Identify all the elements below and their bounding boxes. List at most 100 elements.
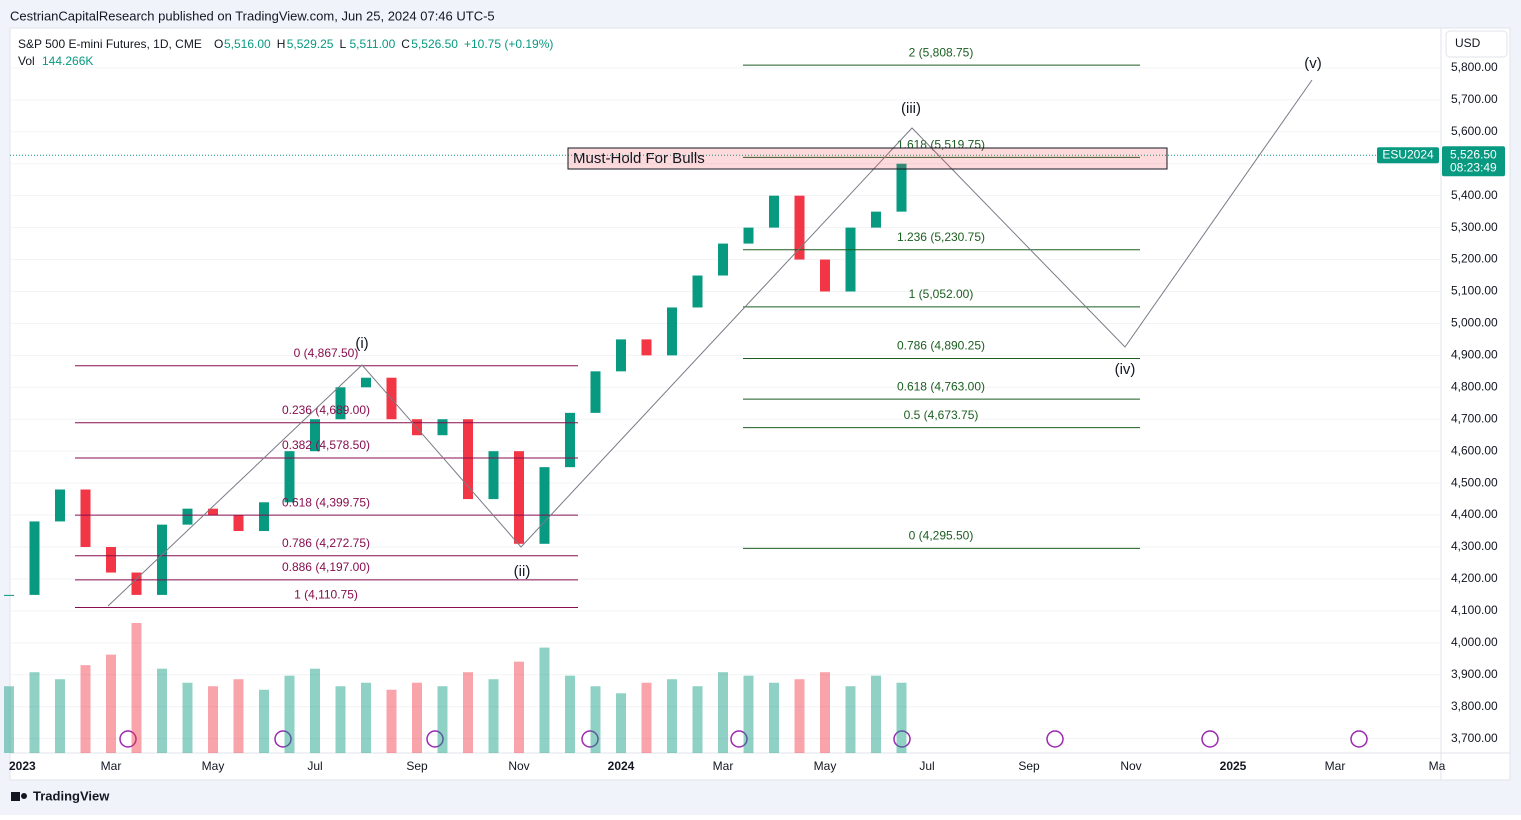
y-tick-label: 4,200.00 [1451,571,1498,585]
ohlc-value: 5,516.00 [224,37,271,51]
candle-body [29,521,40,595]
fib-label: 1.236 (5,230.75) [897,230,985,244]
volume-bar [488,679,499,753]
currency-box[interactable] [1445,30,1508,58]
volume-bar [131,623,142,753]
event-icon [274,730,292,748]
volume-bar [463,672,473,753]
candle-body [55,489,65,522]
ohlc-key: L [339,37,346,51]
fib-label: 1 (5,052.00) [909,287,974,301]
candle-body [845,227,856,292]
fib-label: 2 (5,808.75) [909,45,974,59]
fib-label: 0.618 (4,763.00) [897,379,985,393]
volume-bar [361,682,371,753]
y-tick-label: 5,300.00 [1451,220,1498,234]
y-tick-label: 4,800.00 [1451,379,1498,393]
volume-bar [437,686,448,753]
fib-label: 0 (4,867.50) [294,346,359,360]
volume-bar [514,661,524,753]
currency[interactable]: USD [1455,36,1481,50]
vol-value: 144.266K [42,54,93,68]
candle-body [565,412,575,468]
x-tick-label: Jul [919,759,934,773]
candle-body [463,419,473,500]
fib-label: 0.382 (4,578.50) [282,438,370,452]
y-tick-label: 4,400.00 [1451,507,1498,521]
plot: 3,700.00 3,800.00 3,900.00 4,000.00 4,100.00… [4,45,1505,773]
volume-bar [335,686,346,753]
x-tick-label: Mar [101,759,122,773]
ohlc-value: 5,529.25 [287,37,334,51]
event-icon [581,730,599,748]
y-tick-label: 3,800.00 [1451,699,1498,713]
volume-bar [259,689,269,753]
volume-bar [208,686,218,753]
fib-label: 0.786 (4,272.75) [282,536,370,550]
x-tick-label: 2023 [9,759,36,773]
x-tick-label: Mar [713,759,734,773]
y-tick-label: 4,300.00 [1451,539,1498,553]
volume-bar [157,668,167,753]
fib-label: 0 (4,295.50) [909,529,974,543]
wave-label: (iv) [1115,361,1136,378]
volume-bar [55,679,65,753]
volume-bar [4,686,14,753]
volume-bar [794,679,805,753]
x-tick-label: Nov [508,759,529,773]
y-tick-label: 5,700.00 [1451,92,1498,106]
volume-bar [743,675,754,753]
ohlc-value: 5,511.00 [349,37,395,51]
candle-body [310,419,320,452]
x-tick-label: May [814,759,837,773]
candle-body [488,451,499,500]
x-tick-label: Jul [307,759,322,773]
wave-label: (i) [355,335,368,352]
y-tick-label: 4,700.00 [1451,411,1498,425]
x-tick-label: Mar [1325,759,1346,773]
chart-panel [9,27,1511,781]
y-tick-label: 4,900.00 [1451,348,1498,362]
candle-body [284,451,295,503]
legend: S&P 500 E-mini Futures, 1D, CME Vol 144.… [18,37,553,68]
y-tick-label: 5,400.00 [1451,188,1498,202]
volume-bar [310,668,320,753]
candle-body [692,275,703,308]
event-icon [119,730,137,748]
y-tick-label: 4,000.00 [1451,635,1498,649]
candle-body [157,524,167,595]
y-tick-label: 5,100.00 [1451,284,1498,298]
vol-label: Vol [18,54,35,68]
candle-body [794,195,805,260]
volume-bar [233,679,244,753]
volume-bar [667,679,677,753]
footer-brand: TradingView [33,788,110,803]
ohlc-key: C [401,37,410,51]
event-icon [730,730,748,748]
price-tag-countdown: 08:23:49 [1450,160,1497,174]
candle-body [743,227,754,244]
fib-label: 0.236 (4,689.00) [282,403,370,417]
must-hold-zone [567,147,1168,170]
logo-mark [11,792,20,801]
candle-body [641,339,652,356]
candle-body [335,387,346,420]
candle-body [4,594,14,596]
candle-body [437,419,448,436]
candle-body [131,572,142,595]
price-tag-value: 5,526.50 [1450,147,1497,161]
event-icon [1201,730,1219,748]
y-tick-label: 5,000.00 [1451,316,1498,330]
ohlc-key: O [214,37,223,51]
volume-bar [565,675,575,753]
y-tick-label: 4,100.00 [1451,603,1498,617]
candle-body [539,467,550,544]
fib-label: 0.618 (4,399.75) [282,495,370,509]
volume-bar [769,682,779,753]
volume-bar [896,682,907,753]
ohlc-value: 5,526.50 [411,37,458,51]
volume-bar [80,665,91,753]
event-icon [1350,730,1368,748]
volume-bar [29,672,40,753]
